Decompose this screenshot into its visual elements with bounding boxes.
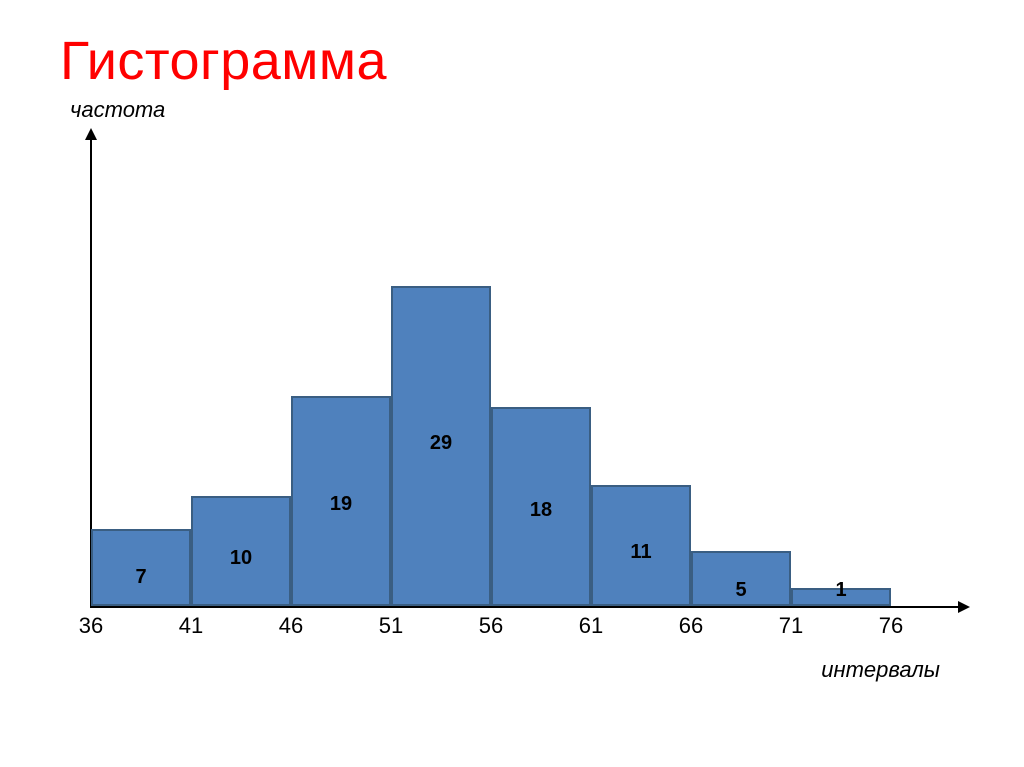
bar-value-label: 10 bbox=[193, 547, 289, 570]
x-tick-label: 51 bbox=[379, 613, 403, 639]
x-ticks: 364146515661667176 bbox=[91, 608, 960, 648]
bar-value-label: 18 bbox=[493, 499, 589, 522]
x-tick-label: 71 bbox=[779, 613, 803, 639]
histogram-bar: 29 bbox=[391, 286, 491, 606]
x-tick-label: 76 bbox=[879, 613, 903, 639]
histogram-chart: 7101929181151 364146515661667176 интерва… bbox=[70, 128, 960, 648]
histogram-bar: 1 bbox=[791, 588, 891, 606]
bar-value-label: 5 bbox=[693, 579, 789, 602]
x-tick-label: 41 bbox=[179, 613, 203, 639]
x-tick-label: 66 bbox=[679, 613, 703, 639]
x-tick-label: 61 bbox=[579, 613, 603, 639]
x-axis-label: интервалы bbox=[821, 657, 940, 683]
bar-value-label: 7 bbox=[93, 566, 189, 589]
slide: Гистограмма частота 7101929181151 364146… bbox=[0, 0, 1024, 767]
chart-title: Гистограмма bbox=[60, 30, 974, 92]
y-axis-label: частота bbox=[70, 97, 974, 123]
histogram-bar: 18 bbox=[491, 407, 591, 606]
bar-value-label: 19 bbox=[293, 493, 389, 516]
histogram-bar: 11 bbox=[591, 485, 691, 606]
histogram-bar: 10 bbox=[191, 496, 291, 606]
bars-container: 710 19 29 181151 bbox=[91, 128, 960, 606]
bar-value-label: 11 bbox=[593, 541, 689, 564]
histogram-bar: 5 bbox=[691, 551, 791, 606]
histogram-bar: 19 bbox=[291, 396, 391, 606]
bar-value-label: 29 bbox=[393, 432, 489, 455]
histogram-bar: 7 bbox=[91, 529, 191, 606]
bar-value-label: 1 bbox=[793, 579, 889, 602]
x-tick-label: 36 bbox=[79, 613, 103, 639]
x-tick-label: 56 bbox=[479, 613, 503, 639]
x-tick-label: 46 bbox=[279, 613, 303, 639]
